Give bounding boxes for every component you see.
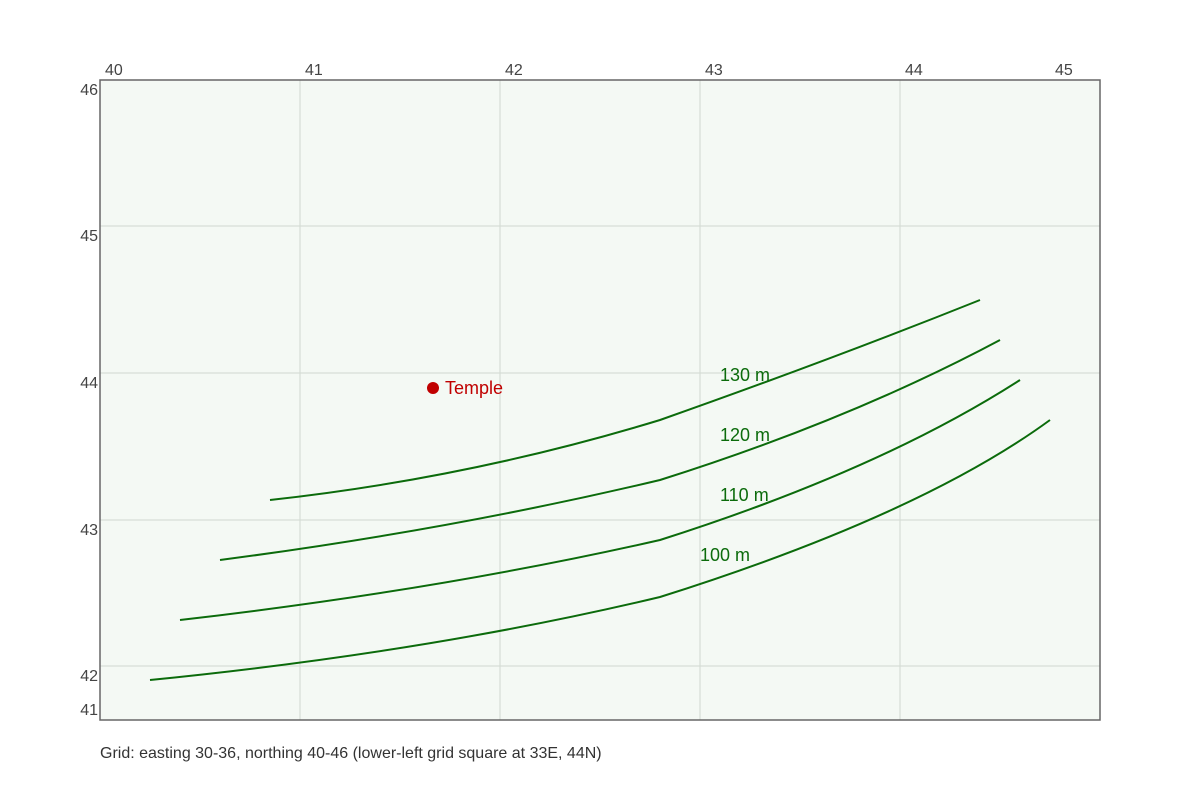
northing-tick-44: 44 <box>80 375 98 392</box>
easting-tick-45: 45 <box>1055 62 1073 79</box>
northing-tick-42: 42 <box>80 668 98 685</box>
easting-tick-40: 40 <box>105 62 123 79</box>
contour-labels: 130 m 120 m 110 m 100 m <box>700 365 770 565</box>
easting-axis: 40 41 42 43 44 45 <box>105 62 1073 79</box>
map-area <box>100 80 1100 720</box>
poi-temple[interactable]: Temple <box>427 378 503 398</box>
grid-lines <box>100 80 1100 720</box>
contour-lines <box>149 299 1051 681</box>
contour-label-110: 110 m <box>720 485 769 505</box>
contour-label-130: 130 m <box>720 365 770 385</box>
northing-tick-46: 46 <box>80 82 98 99</box>
contour-label-120: 120 m <box>720 425 770 445</box>
contour-line-130 <box>269 299 981 501</box>
northing-tick-41: 41 <box>80 702 98 719</box>
contour-line-110 <box>179 379 1021 621</box>
northing-tick-43: 43 <box>80 522 98 539</box>
easting-tick-43: 43 <box>705 62 723 79</box>
contour-label-100: 100 m <box>700 545 750 565</box>
temple-marker-icon[interactable] <box>427 382 439 394</box>
easting-tick-44: 44 <box>905 62 923 79</box>
northing-axis: 46 45 44 43 42 41 <box>80 82 98 719</box>
map-frame <box>99 79 1101 721</box>
contour-line-100 <box>149 419 1051 681</box>
northing-tick-45: 45 <box>80 228 98 245</box>
easting-tick-42: 42 <box>505 62 523 79</box>
temple-label: Temple <box>445 378 503 398</box>
contour-line-120 <box>219 339 1001 561</box>
grid-caption: Grid: easting 30-36, northing 40-46 (low… <box>100 745 602 762</box>
easting-tick-41: 41 <box>305 62 323 79</box>
